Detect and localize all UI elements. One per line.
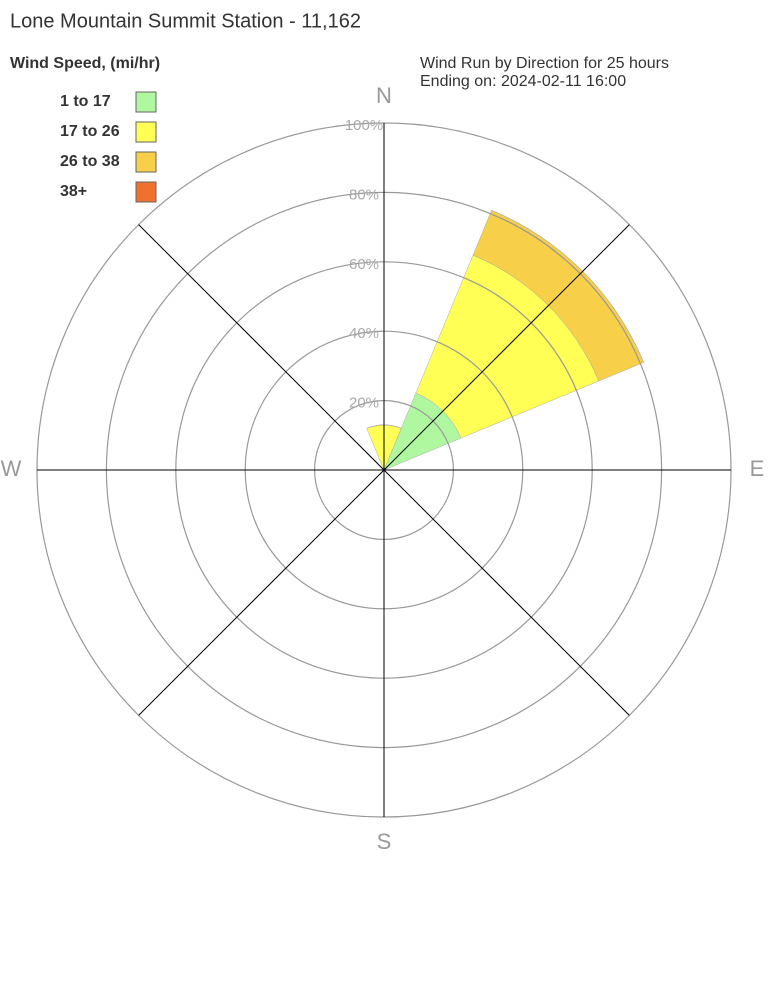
chart-title: Lone Mountain Summit Station - 11,162 <box>10 10 361 32</box>
subtitle: Wind Run by Direction for 25 hours <box>420 55 669 72</box>
direction-label: N <box>376 83 392 108</box>
r-tick-label: 40% <box>349 325 379 342</box>
spoke <box>383 224 630 471</box>
legend-swatch <box>135 121 157 143</box>
direction-label: S <box>377 829 392 854</box>
spoke <box>383 469 630 716</box>
spoke <box>138 224 385 471</box>
wedge <box>491 210 644 363</box>
legend-label: 1 to 17 <box>60 93 111 110</box>
legend-swatch <box>135 151 157 173</box>
legend-label: 38+ <box>60 183 87 200</box>
legend-title: Wind Speed, (mi/hr) <box>10 55 160 72</box>
subtitle: Ending on: 2024-02-11 16:00 <box>420 73 626 90</box>
spoke <box>138 469 385 716</box>
legend-label: 17 to 26 <box>60 123 120 140</box>
legend-label: 26 to 38 <box>60 153 120 170</box>
legend-swatch <box>135 181 157 203</box>
r-tick-label: 80% <box>349 186 379 203</box>
r-tick-label: 60% <box>349 256 379 273</box>
direction-label: W <box>1 456 22 481</box>
direction-label: E <box>750 456 765 481</box>
r-tick-label: 20% <box>349 395 379 412</box>
r-tick-label: 100% <box>345 117 383 134</box>
legend-swatch <box>135 91 157 113</box>
